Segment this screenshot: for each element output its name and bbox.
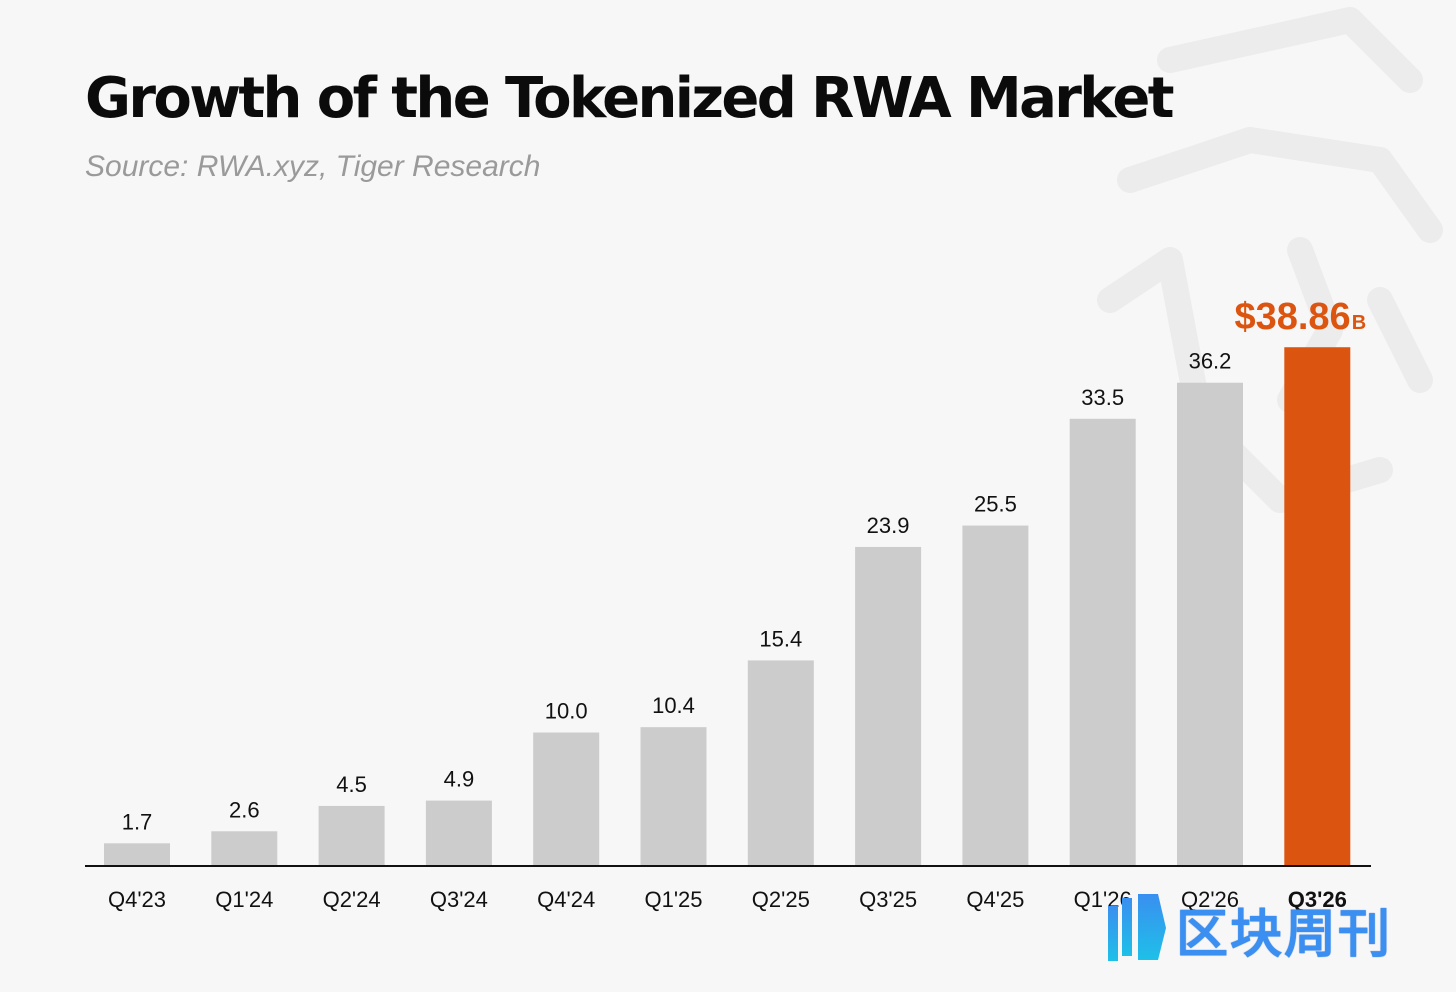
bar	[104, 843, 170, 866]
watermark-logo-icon	[1108, 894, 1166, 961]
value-label: 4.9	[444, 767, 475, 792]
x-tick-label: Q1'24	[215, 887, 273, 912]
value-label: 33.5	[1081, 385, 1124, 410]
x-tick-label: Q3'25	[859, 887, 917, 912]
value-label: 36.2	[1189, 349, 1232, 374]
value-label-highlight: $38.86B	[1234, 296, 1366, 338]
bar	[962, 525, 1029, 866]
x-tick-label: Q4'23	[108, 887, 166, 912]
x-tick-label: Q2'24	[323, 887, 381, 912]
value-label: 10.4	[652, 693, 695, 718]
bar	[425, 800, 492, 866]
value-label: 25.5	[974, 492, 1017, 517]
chart-source: Source: RWA.xyz, Tiger Research	[85, 150, 541, 183]
value-label: 2.6	[229, 797, 260, 822]
chart-title: Growth of the Tokenized RWA Market	[85, 66, 1175, 131]
x-tick-label: Q1'25	[644, 887, 702, 912]
bar	[318, 805, 385, 866]
bar	[855, 546, 922, 866]
x-tick-label: Q2'26	[1181, 887, 1239, 912]
bar-highlight	[1284, 347, 1351, 866]
bar	[747, 660, 814, 866]
x-tick-label: Q3'24	[430, 887, 488, 912]
bar	[533, 732, 600, 866]
value-label: 23.9	[867, 513, 910, 538]
bar	[640, 727, 707, 866]
value-label: 10.0	[545, 699, 588, 724]
x-tick-label: Q2'25	[752, 887, 810, 912]
x-tick-label: Q4'24	[537, 887, 595, 912]
value-label: 15.4	[759, 626, 802, 651]
bar	[211, 831, 278, 866]
bar	[1069, 418, 1136, 866]
bar	[1177, 382, 1243, 866]
watermark-text: 区块周刊	[1176, 905, 1393, 965]
value-label: 4.5	[336, 772, 367, 797]
x-tick-label: Q4'25	[966, 887, 1024, 912]
value-label: 1.7	[122, 809, 153, 834]
x-tick-label: Q3'26	[1288, 887, 1347, 912]
